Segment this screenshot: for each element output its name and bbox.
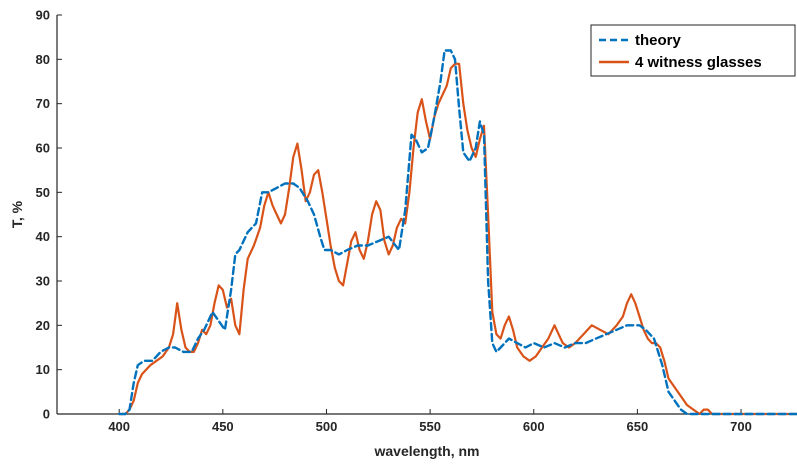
y-tick-label: 20 <box>36 318 50 333</box>
x-tick-label: 550 <box>419 419 441 434</box>
y-tick-label: 0 <box>43 407 50 422</box>
series-line-witness-glasses <box>118 62 797 416</box>
y-tick-label: 50 <box>36 185 50 200</box>
y-axis-label: T, % <box>9 200 25 228</box>
y-tick-label: 80 <box>36 52 50 67</box>
x-tick-label: 600 <box>523 419 545 434</box>
legend: theory 4 witness glasses <box>590 24 796 77</box>
legend-label: theory <box>635 32 682 49</box>
y-tick-label: 90 <box>36 8 50 23</box>
y-tick-label: 40 <box>36 229 50 244</box>
y-tick-label: 60 <box>36 141 50 156</box>
y-axis-ticks: 0 10 20 30 40 50 60 70 80 90 <box>36 8 62 422</box>
y-tick-label: 10 <box>36 362 50 377</box>
series-line-theory <box>117 49 797 416</box>
x-tick-label: 400 <box>108 419 130 434</box>
x-axis-ticks: 400 450 500 550 600 650 700 <box>108 409 752 434</box>
x-tick-label: 500 <box>316 419 338 434</box>
x-tick-label: 650 <box>627 419 649 434</box>
y-tick-label: 30 <box>36 274 50 289</box>
x-tick-label: 450 <box>212 419 234 434</box>
y-tick-label: 70 <box>36 96 50 111</box>
legend-box <box>590 24 796 77</box>
x-tick-label: 700 <box>730 419 752 434</box>
plot-frame <box>56 15 797 415</box>
series-layer <box>117 49 797 416</box>
legend-label: 4 witness glasses <box>635 54 762 71</box>
x-axis-label: wavelength, nm <box>373 443 479 459</box>
